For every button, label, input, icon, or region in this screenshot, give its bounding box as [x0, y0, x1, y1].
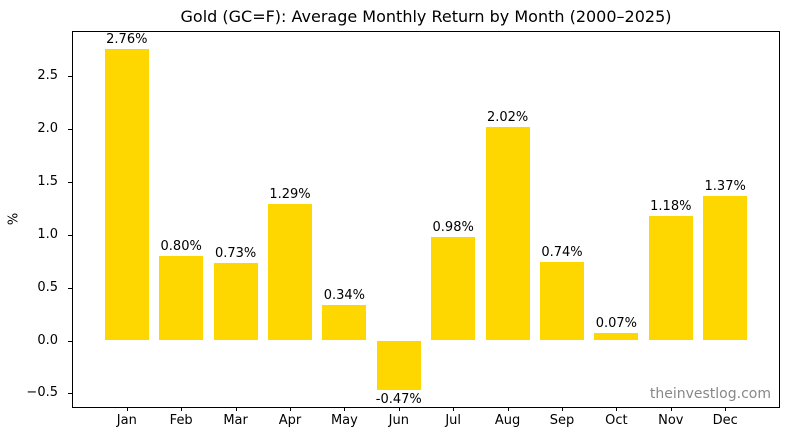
y-tick-label-0.5: 0.5 — [37, 279, 58, 295]
bar-feb — [159, 255, 204, 341]
bar-jul — [431, 236, 476, 341]
x-tick-mark — [616, 407, 618, 411]
x-tick-mark — [725, 407, 727, 411]
watermark: theinvestlog.com — [649, 386, 771, 402]
bar-aug — [485, 127, 530, 341]
y-tick-mark — [68, 393, 72, 395]
bar-dec — [703, 195, 748, 341]
x-tick-mark — [670, 407, 672, 411]
bar-nov — [648, 215, 693, 341]
x-tick-mark — [398, 407, 400, 411]
bar-may — [322, 304, 367, 341]
y-tick-label-1.0: 1.0 — [37, 226, 58, 242]
y-tick-label-0.0: 0.0 — [37, 332, 58, 348]
x-tick-label-feb: Feb — [169, 413, 193, 428]
y-tick-label-2.0: 2.0 — [37, 121, 58, 137]
x-tick-label-nov: Nov — [658, 413, 684, 428]
y-tick-mark — [68, 340, 72, 342]
y-tick-mark — [68, 76, 72, 78]
x-tick-mark — [235, 407, 237, 411]
chart-title: Gold (GC=F): Average Monthly Return by M… — [180, 7, 672, 26]
bar-apr — [268, 204, 312, 341]
x-tick-mark — [181, 407, 183, 411]
x-tick-label-jul: Jul — [445, 413, 462, 428]
y-tick-mark — [68, 182, 72, 183]
bar-mar — [213, 263, 258, 341]
x-tick-mark — [126, 407, 128, 411]
x-tick-mark — [290, 407, 291, 411]
x-tick-mark — [453, 407, 455, 411]
bar-value-label-aug: 2.02% — [486, 110, 529, 126]
y-tick-label-−0.5: −0.5 — [26, 385, 58, 401]
bar-value-label-jul: 0.98% — [432, 219, 474, 235]
x-tick-mark — [562, 407, 563, 411]
x-tick-label-sep: Sep — [549, 413, 575, 428]
bar-value-label-mar: 0.73% — [214, 246, 257, 262]
x-tick-label-oct: Oct — [605, 413, 628, 428]
y-tick-label-1.5: 1.5 — [37, 174, 58, 189]
x-tick-mark — [344, 407, 346, 411]
bar-value-label-nov: 1.18% — [650, 198, 692, 214]
plot-area: theinvestlog.com 2.76% 0.80% 0.73% 1.29% 0.3… — [72, 31, 780, 408]
bar-value-label-feb: 0.80% — [160, 238, 202, 254]
y-tick-mark — [68, 234, 72, 236]
bar-value-label-jan: 2.76% — [106, 31, 148, 47]
bar-sep — [540, 262, 584, 341]
x-tick-label-jan: Jan — [116, 413, 137, 428]
x-tick-label-mar: Mar — [223, 413, 248, 428]
bar-value-label-apr: 1.29% — [269, 187, 311, 203]
bar-value-label-oct: 0.07% — [595, 316, 638, 332]
y-tick-mark — [68, 129, 72, 131]
bar-value-label-dec: 1.37% — [704, 178, 746, 194]
x-tick-label-dec: Dec — [712, 413, 738, 428]
x-tick-label-apr: Apr — [278, 413, 302, 428]
bar-jan — [104, 48, 149, 341]
bar-value-label-may: 0.34% — [323, 287, 366, 303]
x-tick-label-may: May — [330, 413, 358, 428]
y-axis-label: % — [6, 212, 22, 226]
y-tick-mark — [68, 287, 72, 289]
bar-value-label-jun: -0.47% — [375, 392, 422, 408]
bar-oct — [594, 333, 639, 341]
bar-value-label-sep: 0.74% — [541, 245, 583, 261]
x-tick-mark — [507, 407, 509, 411]
y-tick-label-2.5: 2.5 — [37, 68, 58, 84]
x-tick-label-aug: Aug — [494, 413, 521, 428]
bar-jun — [376, 340, 421, 391]
x-tick-label-jun: Jun — [388, 413, 409, 428]
